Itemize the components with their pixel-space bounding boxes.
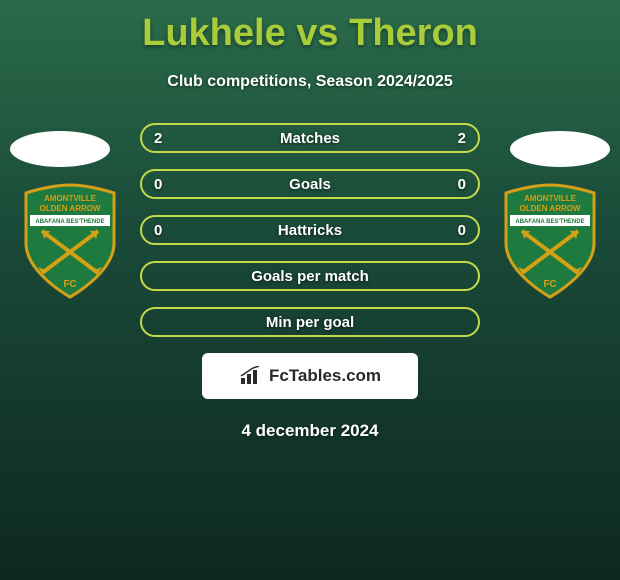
- stats-rows: 2 Matches 2 0 Goals 0 0 Hattricks 0 Goal…: [140, 123, 480, 337]
- svg-text:FC: FC: [543, 279, 556, 290]
- player-flag-left: [10, 131, 110, 167]
- stat-label: Min per goal: [266, 314, 354, 331]
- stat-right-value: 0: [458, 176, 466, 193]
- page-subtitle: Club competitions, Season 2024/2025: [0, 73, 620, 91]
- badge-text-bottom: FC: [63, 279, 76, 290]
- stat-label: Goals per match: [251, 268, 369, 285]
- stat-right-value: 2: [458, 130, 466, 147]
- comparison-content: AMONTVILLE OLDEN ARROW ABAFANA BES'THEND…: [0, 123, 620, 441]
- player-flag-right: [510, 131, 610, 167]
- stat-label: Hattricks: [278, 222, 342, 239]
- stat-label: Goals: [289, 176, 331, 193]
- svg-text:ABAFANA BES'THENDE: ABAFANA BES'THENDE: [515, 219, 584, 225]
- brand-box[interactable]: FcTables.com: [202, 353, 418, 399]
- page-title: Lukhele vs Theron: [0, 0, 620, 55]
- brand-name: FcTables.com: [269, 366, 381, 386]
- stat-right-value: 0: [458, 222, 466, 239]
- stat-row-hattricks: 0 Hattricks 0: [140, 215, 480, 245]
- stat-row-goals-per-match: Goals per match: [140, 261, 480, 291]
- stat-left-value: 0: [154, 176, 162, 193]
- club-badge-right: AMONTVILLE OLDEN ARROW ABAFANA BES'THEND…: [500, 183, 600, 299]
- date-text: 4 december 2024: [0, 421, 620, 441]
- stat-left-value: 2: [154, 130, 162, 147]
- stat-label: Matches: [280, 130, 340, 147]
- stat-left-value: 0: [154, 222, 162, 239]
- svg-text:AMONTVILLE: AMONTVILLE: [524, 194, 577, 203]
- club-badge-left: AMONTVILLE OLDEN ARROW ABAFANA BES'THEND…: [20, 183, 120, 299]
- badge-banner-text: ABAFANA BES'THENDE: [35, 219, 104, 225]
- svg-text:OLDEN ARROW: OLDEN ARROW: [519, 204, 580, 213]
- stat-row-goals: 0 Goals 0: [140, 169, 480, 199]
- stat-row-min-per-goal: Min per goal: [140, 307, 480, 337]
- badge-text-mid: OLDEN ARROW: [39, 204, 100, 213]
- badge-text-top: AMONTVILLE: [44, 194, 97, 203]
- stat-row-matches: 2 Matches 2: [140, 123, 480, 153]
- brand-chart-icon: [239, 366, 263, 386]
